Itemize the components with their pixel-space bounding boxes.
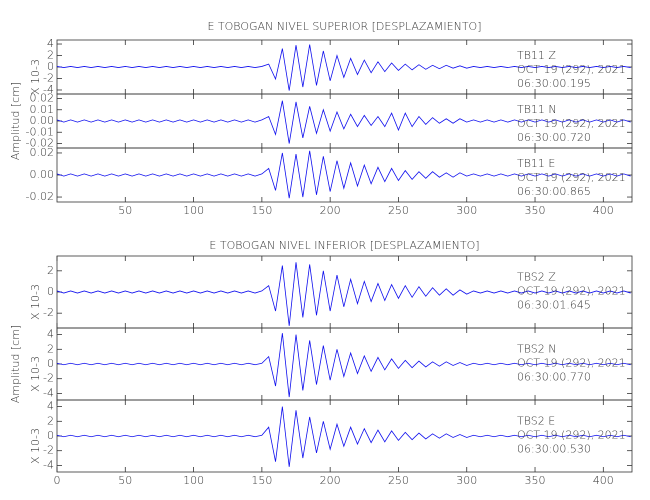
y-tick-label: 0 xyxy=(47,429,54,442)
annotation: OCT 19 (292), 2021 xyxy=(517,357,626,370)
waveform xyxy=(56,44,631,91)
waveform xyxy=(56,406,631,467)
annotation: 06:30:00.530 xyxy=(517,443,591,456)
scale-label: X 10-3 xyxy=(29,428,42,464)
station-label: TB11 Z xyxy=(517,49,556,62)
y-tick-label: 2 xyxy=(47,264,54,277)
x-tick-label: 250 xyxy=(388,474,409,487)
y-tick-label: 2 xyxy=(47,342,54,355)
annotation: OCT 19 (292), 2021 xyxy=(517,117,626,130)
y-tick-label: -2 xyxy=(43,444,54,457)
annotation: 06:30:00.865 xyxy=(517,185,591,198)
y-tick-label: -0.01 xyxy=(26,125,54,138)
chart-title: E TOBOGAN NIVEL SUPERIOR [DESPLAZAMIENTO… xyxy=(207,20,481,33)
y-tick-label: 0 xyxy=(47,357,54,370)
y-tick-label: 2 xyxy=(47,414,54,427)
y-tick-label: 2 xyxy=(47,49,54,62)
scale-label: X 10-3 xyxy=(29,284,42,320)
y-tick-label: 4 xyxy=(47,37,54,50)
y-axis-label: Amplitud [cm] xyxy=(9,82,22,160)
annotation: OCT 19 (292), 2021 xyxy=(517,285,626,298)
annotation: 06:30:00.770 xyxy=(517,371,591,384)
y-tick-label: 0.00 xyxy=(30,114,55,127)
station-label: TBS2 Z xyxy=(517,271,556,284)
x-tick-label: 200 xyxy=(320,474,341,487)
waveform xyxy=(56,262,631,326)
x-tick-label: 400 xyxy=(593,204,614,217)
x-tick-label: 150 xyxy=(251,474,272,487)
x-tick-label: 400 xyxy=(593,474,614,487)
x-tick-label: 350 xyxy=(525,204,546,217)
x-tick-label: 50 xyxy=(118,204,132,217)
scale-label: X 10-3 xyxy=(29,356,42,392)
x-tick-label: 50 xyxy=(118,474,132,487)
y-tick-label: 4 xyxy=(47,400,54,413)
x-tick-label: 100 xyxy=(183,474,204,487)
annotation: 06:30:01.645 xyxy=(517,299,591,312)
waveform xyxy=(56,150,631,199)
y-tick-label: -2 xyxy=(43,372,54,385)
chart-title: E TOBOGAN NIVEL INFERIOR [DESPLAZAMIENTO… xyxy=(209,239,479,252)
y-tick-label: 0.01 xyxy=(30,103,55,116)
y-tick-label: -4 xyxy=(43,386,54,399)
y-tick-label: 4 xyxy=(47,328,54,341)
x-tick-label: 300 xyxy=(456,474,477,487)
y-tick-label: 0 xyxy=(47,285,54,298)
y-tick-label: 0.02 xyxy=(30,146,55,159)
y-tick-label: -2 xyxy=(43,306,54,319)
x-tick-label: 200 xyxy=(320,204,341,217)
y-tick-label: -0.02 xyxy=(26,190,54,203)
annotation: 06:30:00.720 xyxy=(517,131,591,144)
y-tick-label: -4 xyxy=(43,83,54,96)
waveform xyxy=(56,333,631,398)
annotation: OCT 19 (292), 2021 xyxy=(517,429,626,442)
y-tick-label: -4 xyxy=(43,458,54,471)
station-label: TB11 N xyxy=(517,103,557,116)
y-tick-label: 0 xyxy=(47,60,54,73)
y-tick-label: -0.02 xyxy=(26,137,54,150)
x-tick-label: 150 xyxy=(251,204,272,217)
station-label: TBS2 N xyxy=(517,343,556,356)
station-label: TB11 E xyxy=(517,157,555,170)
annotation: 06:30:00.195 xyxy=(517,77,591,90)
x-tick-label: 350 xyxy=(525,474,546,487)
annotation: OCT 19 (292), 2021 xyxy=(517,63,626,76)
x-tick-label: 0 xyxy=(54,474,61,487)
y-tick-label: 0.00 xyxy=(30,168,55,181)
annotation: OCT 19 (292), 2021 xyxy=(517,171,626,184)
scale-label: X 10-3 xyxy=(29,59,42,95)
x-tick-label: 100 xyxy=(183,204,204,217)
station-label: TBS2 E xyxy=(517,415,555,428)
x-tick-label: 300 xyxy=(456,204,477,217)
y-tick-label: 0.02 xyxy=(30,92,55,105)
y-tick-label: -2 xyxy=(43,71,54,84)
waveform xyxy=(56,100,631,144)
y-axis-label: Amplitud [cm] xyxy=(9,325,22,403)
x-tick-label: 250 xyxy=(388,204,409,217)
